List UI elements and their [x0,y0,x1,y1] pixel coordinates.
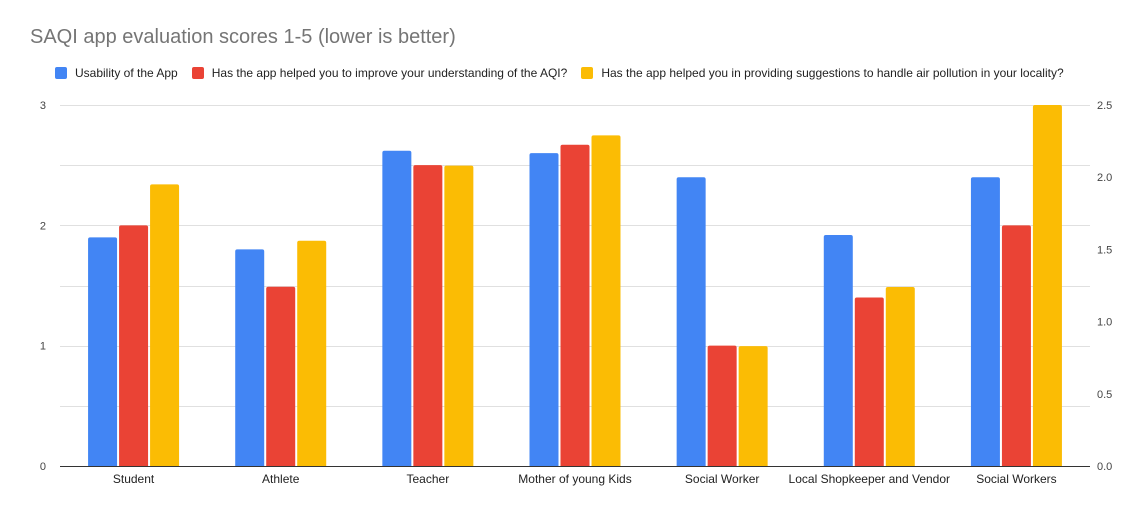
x-tick-label: Social Workers [976,472,1056,486]
legend-item-pollution-suggestions[interactable]: Has the app helped you in providing sugg… [581,66,1064,80]
bar-aqi-understanding [266,286,296,466]
bar-pollution-suggestions [738,346,768,466]
legend-item-usability[interactable]: Usability of the App [55,66,178,80]
bar-pollution-suggestions [297,240,327,466]
bar-usability [823,234,853,466]
y-right-tick-label: 0.5 [1097,389,1112,401]
y-right-tick-label: 1.0 [1097,317,1112,329]
x-tick-label: Social Worker [685,472,759,486]
bar-usability [970,177,1000,466]
bar-pollution-suggestions [444,165,474,466]
bar-pollution-suggestions [1032,105,1062,466]
x-tick-label: Teacher [407,472,450,486]
y-right-tick-label: 0.0 [1097,461,1112,473]
legend-label-usability: Usability of the App [75,66,178,80]
bar-aqi-understanding [119,225,149,466]
bar-aqi-understanding [413,165,443,466]
legend-swatch-aqi-understanding [191,67,204,79]
y-left-tick-label: 3 [40,100,46,112]
bar-pollution-suggestions [150,184,180,467]
legend-label-pollution-suggestions: Has the app helped you in providing sugg… [601,66,1064,80]
x-tick-label: Athlete [262,472,300,486]
bar-pollution-suggestions [591,135,621,466]
x-tick-label: Local Shopkeeper and Vendor [789,472,950,486]
bar-aqi-understanding [707,345,737,466]
legend-swatch-pollution-suggestions [581,67,594,79]
bar-aqi-understanding [854,297,884,466]
chart-legend: Usability of the App Has the app helped … [55,66,1078,80]
bar-usability [88,237,118,466]
bar-usability [529,153,559,466]
y-right-tick-label: 2.5 [1097,100,1112,112]
y-right-tick-label: 2.0 [1097,172,1112,184]
bar-usability [676,177,706,466]
legend-label-aqi-understanding: Has the app helped you to improve your u… [211,66,568,80]
chart-title: SAQI app evaluation scores 1-5 (lower is… [30,26,456,48]
bar-pollution-suggestions [885,286,915,466]
y-left-tick-label: 0 [40,461,46,473]
bar-aqi-understanding [560,144,590,466]
x-tick-label: Student [113,472,155,486]
x-tick-label: Mother of young Kids [518,472,631,486]
bar-aqi-understanding [1001,225,1031,466]
y-left-tick-label: 1 [40,341,46,353]
legend-swatch-usability [55,67,67,79]
legend-item-aqi-understanding[interactable]: Has the app helped you to improve your u… [191,66,568,80]
y-right-tick-label: 1.5 [1097,244,1112,256]
bar-usability [382,150,412,466]
y-left-tick-label: 2 [40,220,46,232]
bar-usability [235,249,265,466]
